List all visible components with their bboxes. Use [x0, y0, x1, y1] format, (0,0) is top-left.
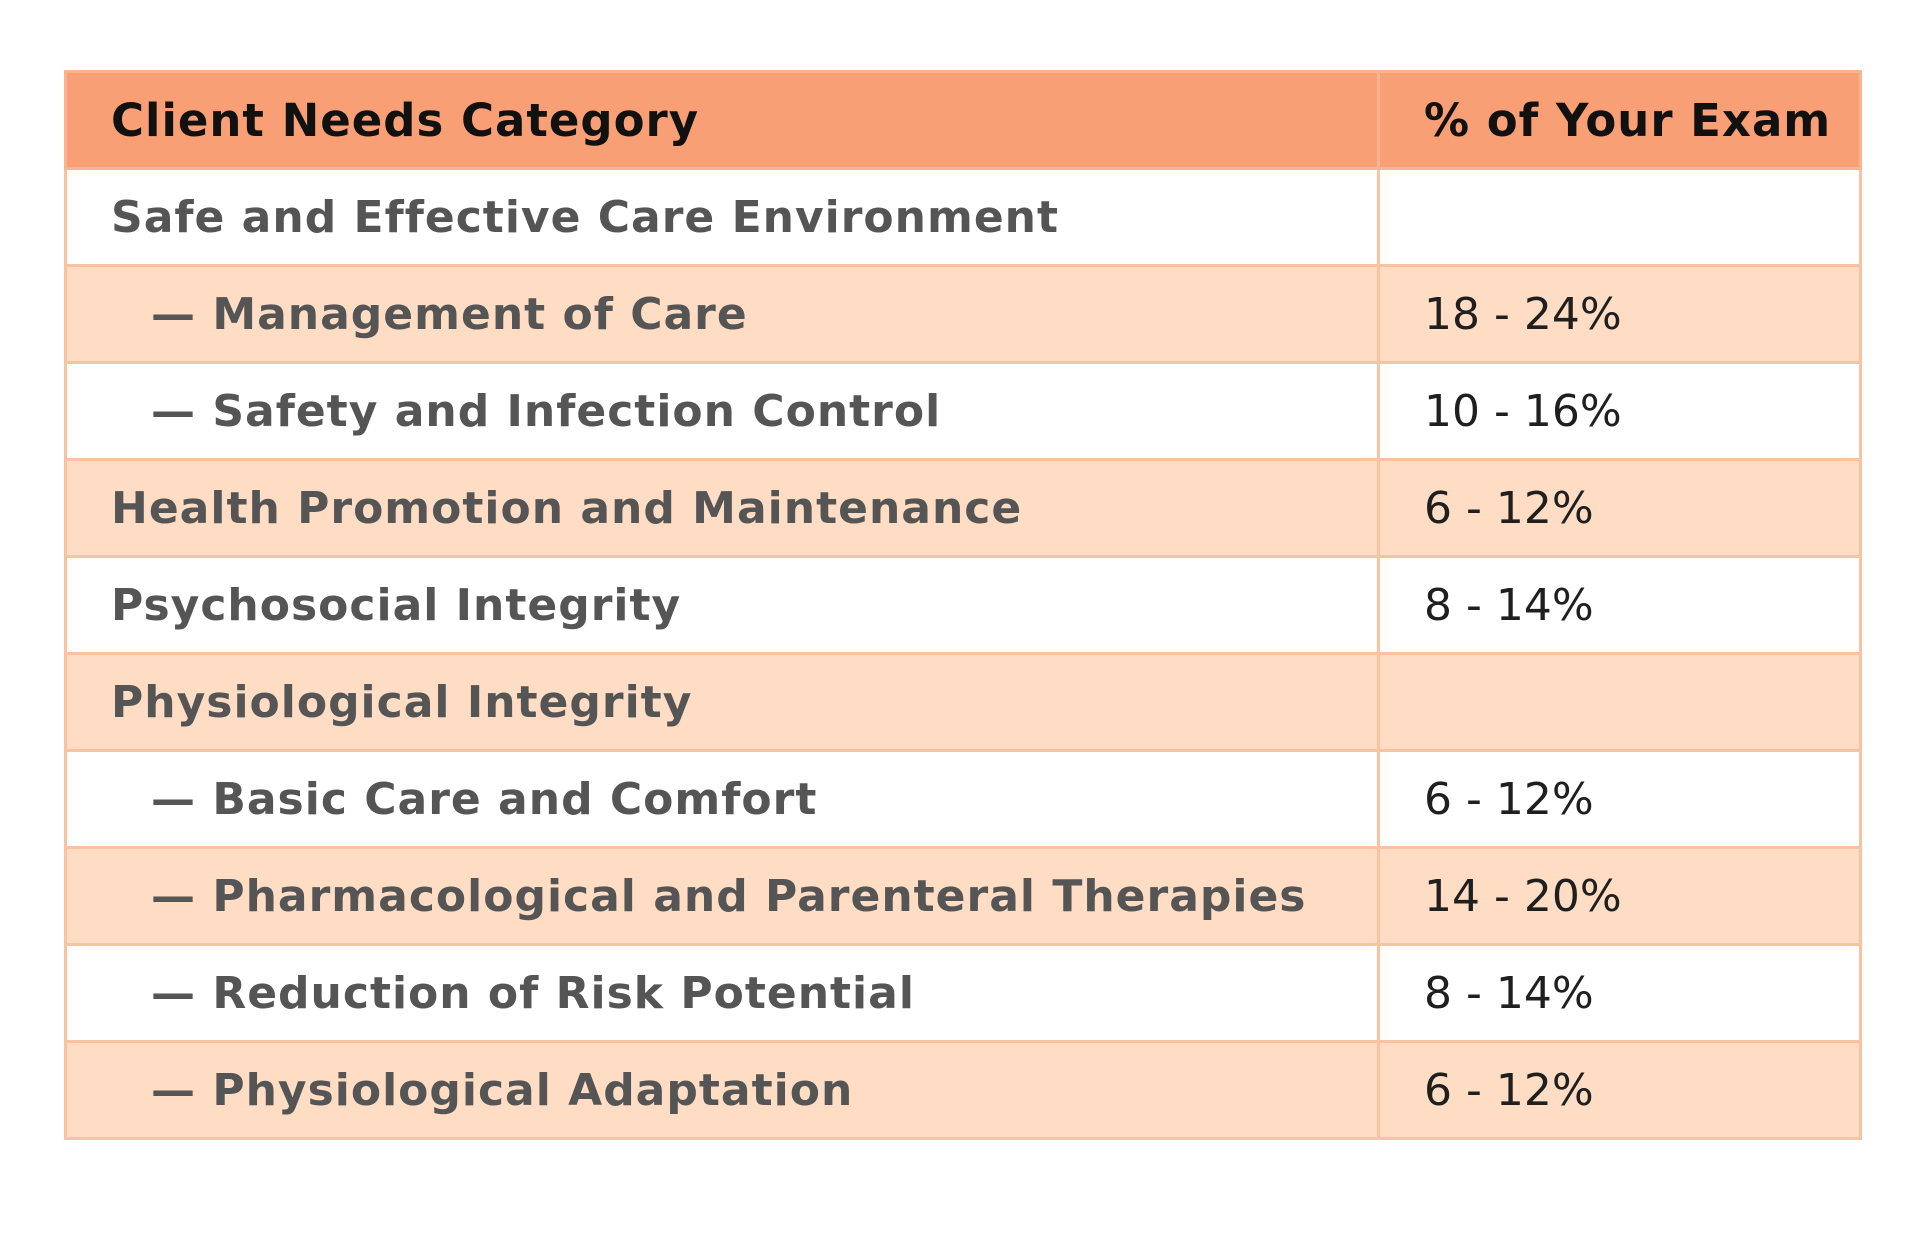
- table-row: — Management of Care 18 - 24%: [64, 264, 1862, 364]
- table-row: Psychosocial Integrity 8 - 14%: [64, 555, 1862, 655]
- category-cell: — Pharmacological and Parenteral Therapi…: [64, 846, 1380, 946]
- table-header-row: Client Needs Category % of Your Exam: [64, 70, 1862, 170]
- category-cell: Psychosocial Integrity: [64, 555, 1380, 655]
- category-cell: — Physiological Adaptation: [64, 1040, 1380, 1140]
- percent-cell: 14 - 20%: [1377, 846, 1862, 946]
- percent-cell: 8 - 14%: [1377, 943, 1862, 1043]
- percent-cell: [1377, 167, 1862, 267]
- category-cell: — Basic Care and Comfort: [64, 749, 1380, 849]
- percent-cell: 10 - 16%: [1377, 361, 1862, 461]
- category-cell: — Management of Care: [64, 264, 1380, 364]
- table-row: Safe and Effective Care Environment: [64, 167, 1862, 267]
- category-cell: Physiological Integrity: [64, 652, 1380, 752]
- percent-cell: 6 - 12%: [1377, 458, 1862, 558]
- percent-cell: 6 - 12%: [1377, 749, 1862, 849]
- category-cell: — Reduction of Risk Potential: [64, 943, 1380, 1043]
- table-row: Physiological Integrity: [64, 652, 1862, 752]
- exam-breakdown-table: Client Needs Category % of Your Exam Saf…: [64, 70, 1862, 1140]
- table-row: — Physiological Adaptation 6 - 12%: [64, 1040, 1862, 1140]
- table-row: Health Promotion and Maintenance 6 - 12%: [64, 458, 1862, 558]
- table-row: — Reduction of Risk Potential 8 - 14%: [64, 943, 1862, 1043]
- percent-cell: 18 - 24%: [1377, 264, 1862, 364]
- percent-cell: 6 - 12%: [1377, 1040, 1862, 1140]
- category-cell: Health Promotion and Maintenance: [64, 458, 1380, 558]
- percent-cell: 8 - 14%: [1377, 555, 1862, 655]
- header-percent: % of Your Exam: [1377, 70, 1862, 170]
- percent-cell: [1377, 652, 1862, 752]
- exam-breakdown-table-wrapper: Client Needs Category % of Your Exam Saf…: [64, 70, 1862, 1140]
- category-cell: — Safety and Infection Control: [64, 361, 1380, 461]
- table-row: — Basic Care and Comfort 6 - 12%: [64, 749, 1862, 849]
- table-row: — Safety and Infection Control 10 - 16%: [64, 361, 1862, 461]
- header-category: Client Needs Category: [64, 70, 1380, 170]
- table-row: — Pharmacological and Parenteral Therapi…: [64, 846, 1862, 946]
- category-cell: Safe and Effective Care Environment: [64, 167, 1380, 267]
